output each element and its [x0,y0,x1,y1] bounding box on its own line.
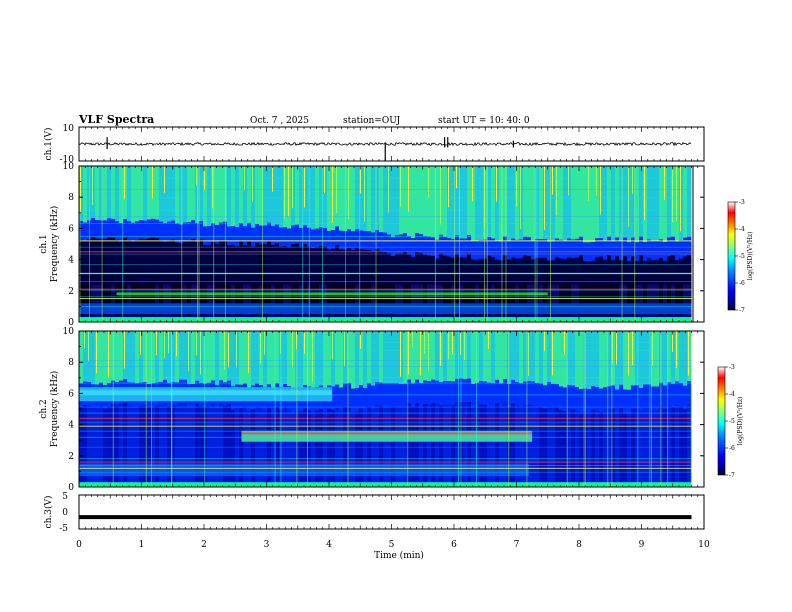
ch1-ytick-top: 10 [63,124,75,134]
ch3-waveform-panel: 5 -5 ch.3(V) [43,492,705,534]
ch1-spikes [106,137,514,161]
x-axis-label: Time (min) [374,550,424,561]
ch1-spectrogram-panel: 0 2 4 6 8 10 ch.1 Frequency (kHz) [39,162,705,328]
ch1-frequency-label: Frequency (kHz) [49,206,60,283]
ytick-2khz: 2 [68,452,74,462]
ch1-waveform-ylabel: ch.1(V) [43,128,54,161]
ytick-10khz: 10 [63,162,75,172]
colorbar-tick-3: -6 [729,445,735,452]
xtick-4: 4 [326,540,332,550]
xtick-9: 9 [639,540,645,550]
xtick-10: 10 [698,540,710,550]
ch2-colorbar-ticks: -3 -4 -5 -6 -7 [725,364,735,479]
colorbar-tick-4: -7 [729,472,735,479]
ch2-channel-label: ch.2 [39,399,49,418]
colorbar-tick-2: -5 [729,418,735,425]
ch1-waveform-panel: 10 -10 ch.1(V) [43,124,705,165]
colorbar-tick-4: -7 [739,307,745,314]
xtick-1: 1 [139,540,145,550]
ytick-4khz: 4 [68,421,74,431]
ch1-spectrogram-yticks: 0 2 4 6 8 10 [63,162,704,328]
ch1-ytick-bottom: -10 [60,155,75,165]
ch2-colorbar-label: log(PSD)(V²/Hz) [737,397,744,446]
date-label: Oct. 7 , 2025 [250,116,309,126]
ytick-0khz: 0 [68,318,74,328]
x-axis-ticks: 0 1 2 3 4 5 6 7 8 9 10 [76,127,710,550]
ytick-6khz: 6 [68,224,74,234]
ytick-10khz: 10 [63,327,75,337]
start-time-label: start UT = 10: 40: 0 [438,116,530,126]
ytick-0khz: 0 [68,483,74,493]
ch3-ytick-mid: 0 [62,508,68,518]
ch1-green-line [116,292,548,296]
no-data-strip [691,166,704,322]
colorbar-tick-3: -6 [739,280,745,287]
ytick-6khz: 6 [68,389,74,399]
ch3-ytick-top: 5 [62,492,68,502]
colorbar-tick-0: -3 [739,199,745,206]
ch2-spectrogram-panel: 0 2 4 6 8 10 ch.2 Frequency (kHz) [39,327,705,493]
ch2-spectrogram-yticks: 0 2 4 6 8 10 [63,327,704,493]
xtick-5: 5 [389,540,395,550]
station-label: station=OUJ [343,116,401,126]
no-data-strip [691,331,704,487]
ch3-ytick-bottom: -5 [59,524,68,534]
ytick-4khz: 4 [68,256,74,266]
ch2-colorbar: -3 -4 -5 -6 -7 log(PSD)(V²/Hz) [717,364,744,479]
xtick-0: 0 [76,540,82,550]
xtick-7: 7 [514,540,520,550]
ch1-colorbar-ticks: -3 -4 -5 -6 -7 [735,199,745,314]
ytick-8khz: 8 [68,358,74,368]
ch2-green-block [241,430,533,442]
ch1-channel-label: ch.1 [39,234,49,253]
figure-title: VLF Spectra [78,113,154,126]
ch2-spectrogram-image [79,331,704,487]
colorbar-tick-0: -3 [729,364,735,371]
colorbar-tick-1: -4 [739,226,745,233]
xtick-6: 6 [451,540,457,550]
ytick-2khz: 2 [68,287,74,297]
ch2-frequency-label: Frequency (kHz) [49,371,60,448]
xtick-8: 8 [576,540,582,550]
xtick-2: 2 [201,540,207,550]
ch1-spectrogram-image [79,166,704,322]
ch1-colorbar: -3 -4 -5 -6 -7 log(PSD)(V²/Hz) [727,199,754,314]
colorbar-tick-1: -4 [729,391,735,398]
colorbar-tick-2: -5 [739,253,745,260]
ytick-8khz: 8 [68,193,74,203]
ch3-waveform-ylabel: ch.3(V) [43,496,54,529]
xtick-3: 3 [264,540,270,550]
ch1-colorbar-label: log(PSD)(V²/Hz) [747,232,754,281]
